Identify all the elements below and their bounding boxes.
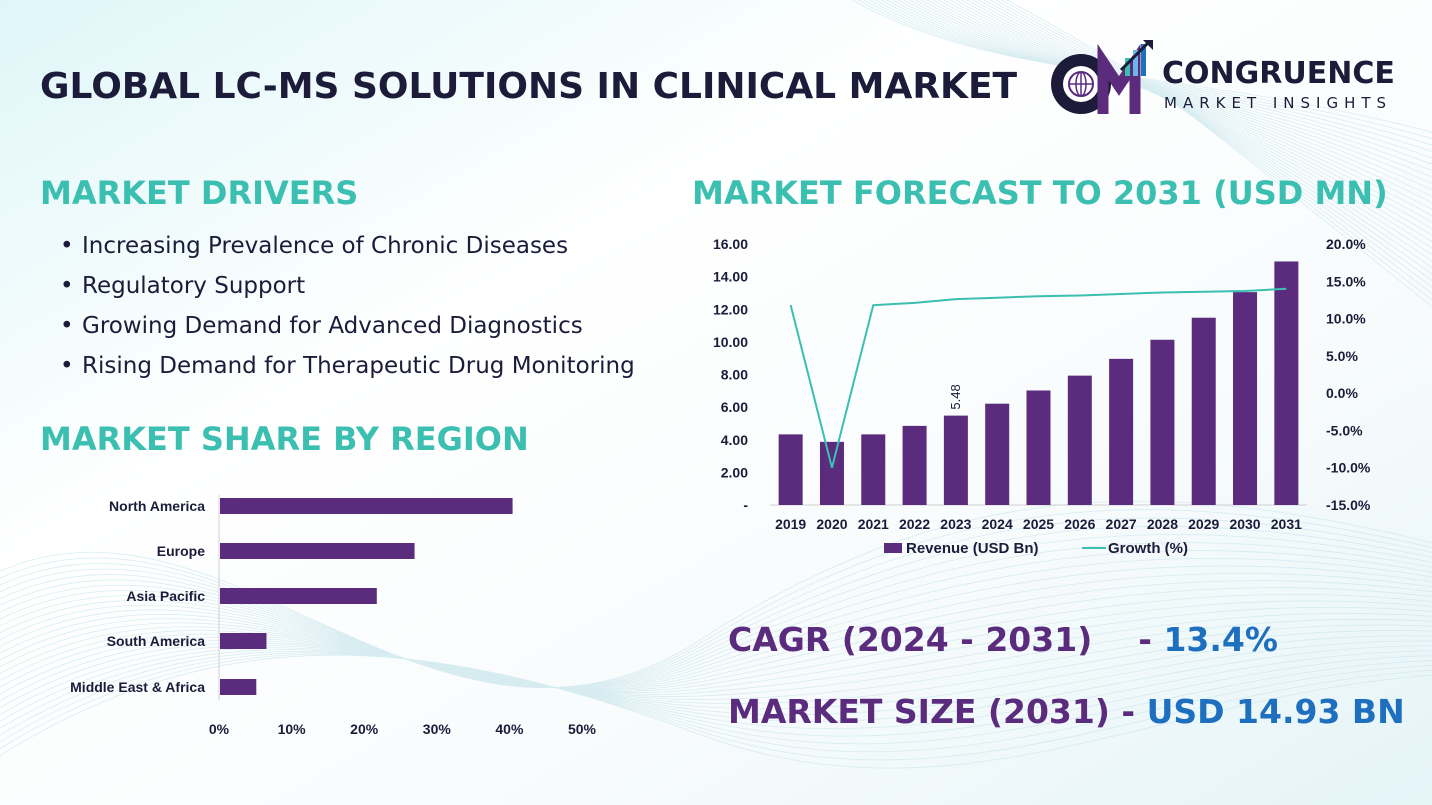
legend-revenue-swatch <box>884 543 902 553</box>
x-tick-label: 2030 <box>1229 516 1260 532</box>
revenue-bar <box>1109 358 1134 505</box>
revenue-bar <box>985 403 1010 505</box>
logo-icon <box>1051 40 1153 114</box>
y-left-tick-label: 12.00 <box>713 301 748 317</box>
x-tick-label: 0% <box>209 721 230 737</box>
drivers-heading: MARKET DRIVERS <box>40 174 359 212</box>
cagr-value: 13.4% <box>1163 620 1278 659</box>
x-tick-label: 2027 <box>1106 516 1137 532</box>
revenue-bar <box>819 441 844 505</box>
revenue-bar <box>778 434 803 505</box>
x-tick-label: 2029 <box>1188 516 1219 532</box>
revenue-bar <box>1150 339 1175 505</box>
forecast-heading: MARKET FORECAST TO 2031 (USD MN) <box>692 174 1388 212</box>
x-tick-label: 20% <box>350 721 379 737</box>
y-right-tick-label: -10.0% <box>1326 460 1371 476</box>
driver-item: • Regulatory Support <box>60 273 306 299</box>
cagr-separator: - <box>1138 620 1164 659</box>
driver-text: Rising Demand for Therapeutic Drug Monit… <box>82 353 635 379</box>
y-right-tick-label: 20.0% <box>1326 236 1366 252</box>
category-label: Middle East & Africa <box>70 679 205 695</box>
y-right-tick-label: 15.0% <box>1326 273 1366 289</box>
x-tick-label: 10% <box>278 721 307 737</box>
category-label: Europe <box>157 543 205 559</box>
x-tick-label: 2026 <box>1064 516 1095 532</box>
x-tick-label: 50% <box>568 721 597 737</box>
growth-line <box>789 287 1287 468</box>
y-right-tick-label: 5.0% <box>1326 348 1358 364</box>
y-left-tick-label: 2.00 <box>721 464 748 480</box>
x-tick-label: 2021 <box>858 516 889 532</box>
category-label: South America <box>107 633 205 649</box>
y-left-tick-label: 4.00 <box>721 432 748 448</box>
driver-text: Growing Demand for Advanced Diagnostics <box>82 313 583 339</box>
legend-growth-label: Growth (%) <box>1108 540 1188 557</box>
drivers-list: • Increasing Prevalence of Chronic Diseas… <box>60 230 635 390</box>
revenue-bar <box>902 425 927 505</box>
revenue-bar <box>1274 261 1299 505</box>
driver-text: Regulatory Support <box>82 273 306 299</box>
y-left-tick-label: 16.00 <box>713 236 748 252</box>
cagr-label: CAGR (2024 - 2031) <box>728 620 1093 659</box>
data-label: 5.48 <box>948 384 963 409</box>
region-bar <box>220 498 513 514</box>
region-bar <box>220 633 267 649</box>
driver-item: • Growing Demand for Advanced Diagnostics <box>60 313 583 339</box>
y-left-tick-label: 10.00 <box>713 334 748 350</box>
x-tick-label: 2024 <box>982 516 1013 532</box>
forecast-chart: - 2.00 4.00 6.00 8.00 10.00 12.00 14.00 16.00 -15… <box>713 236 1371 557</box>
market-size-line: MARKET SIZE (2031) - USD 14.93 BN <box>728 692 1405 731</box>
region-share-chart: North America Europe Asia Pacific South Ame… <box>70 495 597 737</box>
page-title: GLOBAL LC-MS SOLUTIONS IN CLINICAL MARKE… <box>40 66 1018 107</box>
y-left-tick-label: - <box>743 497 748 513</box>
x-tick-label: 2025 <box>1023 516 1054 532</box>
logo-name: CONGRUENCE <box>1162 56 1395 91</box>
region-bar <box>220 543 415 559</box>
x-tick-label: 2028 <box>1147 516 1178 532</box>
x-tick-label: 2019 <box>775 516 806 532</box>
revenue-bar <box>943 415 968 505</box>
revenue-bar <box>1026 390 1051 505</box>
region-heading: MARKET SHARE BY REGION <box>40 420 529 458</box>
driver-item: • Rising Demand for Therapeutic Drug Moni… <box>60 353 635 379</box>
cagr-line: CAGR (2024 - 2031) - 13.4% <box>728 620 1278 659</box>
revenue-bar <box>1233 292 1258 505</box>
x-tick-label: 2022 <box>899 516 930 532</box>
region-bar <box>220 679 257 695</box>
driver-item: • Increasing Prevalence of Chronic Diseas… <box>60 233 569 259</box>
logo-tagline: MARKET INSIGHTS <box>1164 94 1393 112</box>
x-tick-label: 2023 <box>940 516 971 532</box>
category-label: North America <box>109 498 205 514</box>
y-right-tick-label: -5.0% <box>1326 422 1363 438</box>
revenue-bar <box>1191 317 1216 505</box>
market-size-label: MARKET SIZE (2031) <box>728 692 1110 731</box>
category-label: Asia Pacific <box>126 588 205 604</box>
legend-revenue-label: Revenue (USD Bn) <box>906 540 1039 557</box>
x-tick-label: 30% <box>423 721 452 737</box>
revenue-bar <box>861 434 886 505</box>
x-tick-label: 40% <box>495 721 524 737</box>
x-tick-label: 2031 <box>1271 516 1302 532</box>
y-right-tick-label: 0.0% <box>1326 385 1358 401</box>
driver-text: Increasing Prevalence of Chronic Disease… <box>82 233 569 259</box>
market-size-separator: - <box>1109 692 1147 731</box>
y-left-tick-label: 8.00 <box>721 367 748 383</box>
y-right-tick-label: -15.0% <box>1326 497 1371 513</box>
y-left-tick-label: 6.00 <box>721 399 748 415</box>
y-right-tick-label: 10.0% <box>1326 311 1366 327</box>
x-tick-label: 2020 <box>816 516 847 532</box>
y-left-tick-label: 14.00 <box>713 269 748 285</box>
revenue-bar <box>1067 375 1092 505</box>
region-bar <box>220 588 377 604</box>
market-size-value: USD 14.93 BN <box>1146 692 1405 731</box>
